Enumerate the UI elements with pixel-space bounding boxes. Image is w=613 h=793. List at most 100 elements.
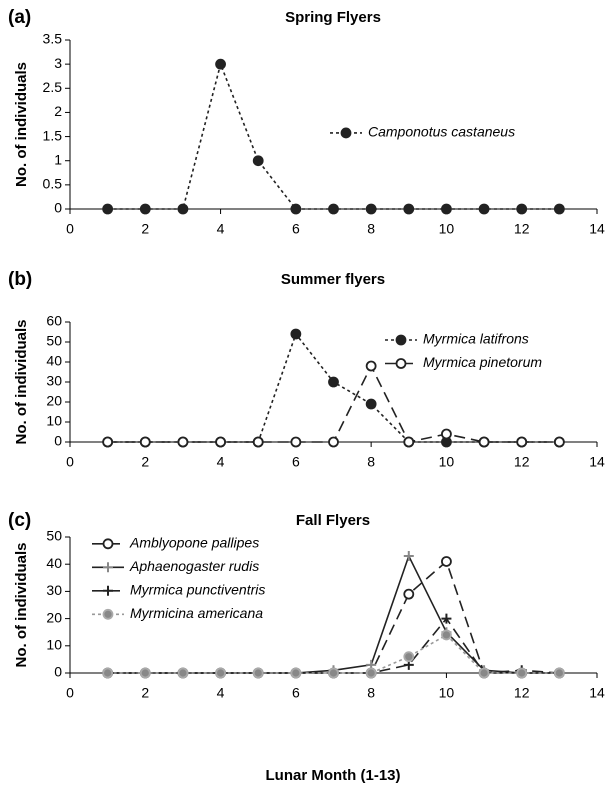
marker [478, 203, 490, 215]
y-axis-label: No. of individuals [13, 542, 30, 667]
y-tick-label: 30 [46, 582, 62, 598]
marker [328, 376, 339, 388]
marker [215, 58, 226, 70]
y-tick-label: 10 [46, 413, 62, 429]
marker [403, 436, 415, 448]
y-tick-label: 20 [46, 393, 62, 409]
marker [403, 651, 415, 663]
y-tick-label: 1.5 [43, 127, 63, 143]
legend-marker [103, 562, 113, 573]
x-tick-label: 2 [141, 685, 149, 701]
x-tick-label: 6 [292, 454, 300, 470]
series-line [107, 617, 560, 674]
marker [139, 203, 151, 215]
legend-label: Myrmicina americana [130, 605, 263, 621]
y-tick-label: 0 [54, 664, 62, 680]
marker [328, 203, 339, 215]
y-tick-label: 30 [46, 373, 62, 389]
y-tick-label: 40 [46, 353, 62, 369]
x-tick-label: 4 [217, 221, 225, 237]
marker [215, 667, 226, 679]
y-tick-label: 2 [54, 103, 62, 119]
chart-title: Spring Flyers [285, 9, 381, 26]
y-tick-label: 0 [54, 433, 62, 449]
marker [516, 436, 528, 448]
x-tick-label: 6 [292, 221, 300, 237]
marker [441, 203, 452, 215]
y-axis-label: No. of individuals [13, 319, 30, 444]
y-tick-label: 2.5 [43, 79, 63, 95]
legend-marker [340, 127, 352, 139]
marker [403, 588, 415, 600]
x-tick-label: 2 [141, 454, 149, 470]
x-tick-label: 10 [439, 221, 455, 237]
legend-label: Camponotus castaneus [368, 124, 515, 140]
chart-title: Summer flyers [281, 271, 385, 288]
x-tick-label: 12 [514, 221, 530, 237]
y-tick-label: 10 [46, 637, 62, 653]
y-tick-label: 50 [46, 528, 62, 544]
panel-label: (b) [8, 269, 32, 290]
marker [403, 551, 414, 562]
x-tick-label: 10 [439, 685, 455, 701]
marker [102, 436, 114, 448]
x-tick-label: 6 [292, 685, 300, 701]
marker [553, 436, 565, 448]
marker [177, 203, 189, 215]
chart-title: Fall Flyers [296, 512, 370, 529]
marker [365, 203, 377, 215]
marker [553, 203, 565, 215]
panel-label: (a) [8, 7, 31, 28]
marker [441, 613, 452, 624]
marker [516, 667, 528, 679]
legend-marker [395, 358, 407, 369]
x-tick-label: 4 [217, 454, 225, 470]
y-tick-label: 50 [46, 333, 62, 349]
legend-label: Myrmica pinetorum [423, 354, 542, 370]
marker [516, 203, 528, 215]
legend-marker [103, 585, 113, 596]
y-tick-label: 0 [54, 200, 62, 216]
legend-label: Amblyopone pallipes [129, 535, 259, 551]
x-tick-label: 14 [589, 685, 605, 701]
legend-marker [395, 334, 407, 346]
panel-label: (c) [8, 510, 31, 531]
marker [252, 436, 264, 448]
y-tick-label: 20 [46, 609, 62, 625]
x-axis-label: Lunar Month (1-13) [266, 767, 401, 784]
x-tick-label: 14 [589, 454, 605, 470]
x-tick-label: 2 [141, 221, 149, 237]
x-tick-label: 8 [367, 221, 375, 237]
x-tick-label: 0 [66, 221, 74, 237]
marker [553, 667, 565, 679]
marker [290, 328, 302, 340]
legend-label: Myrmica punctiventris [130, 582, 265, 598]
marker [177, 436, 189, 448]
y-axis-label: No. of individuals [13, 62, 30, 187]
marker [441, 629, 452, 641]
marker [215, 436, 226, 448]
marker [328, 667, 339, 679]
marker [102, 667, 114, 679]
marker [365, 398, 377, 410]
x-tick-label: 8 [367, 685, 375, 701]
x-tick-label: 10 [439, 454, 455, 470]
y-tick-label: 60 [46, 313, 62, 329]
marker [102, 203, 114, 215]
y-tick-label: 1 [54, 151, 62, 167]
x-tick-label: 0 [66, 454, 74, 470]
legend-marker [102, 538, 114, 550]
marker [290, 203, 302, 215]
marker [290, 667, 302, 679]
marker [290, 436, 302, 448]
marker [441, 556, 452, 567]
y-tick-label: 40 [46, 555, 62, 571]
marker [441, 428, 452, 440]
y-tick-label: 3.5 [43, 31, 63, 47]
x-tick-label: 0 [66, 685, 74, 701]
x-tick-label: 14 [589, 221, 605, 237]
y-tick-label: 3 [54, 55, 62, 71]
marker [478, 667, 490, 679]
legend-label: Aphaenogaster rudis [129, 558, 259, 574]
